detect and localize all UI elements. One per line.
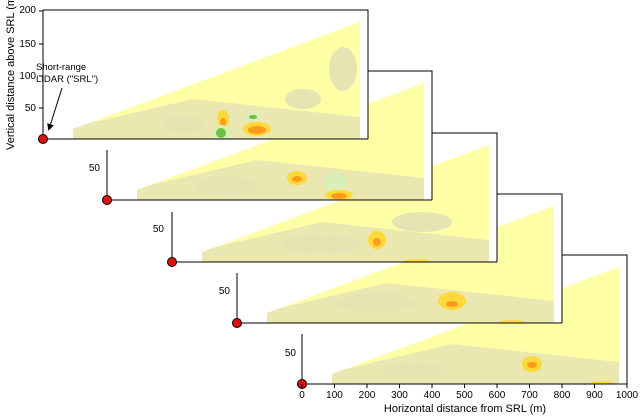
y-tick-100: 100 xyxy=(19,71,36,82)
panel-frame xyxy=(43,9,369,139)
echo-blob xyxy=(403,259,431,262)
x-tick-label: 600 xyxy=(489,390,506,401)
echo-blob xyxy=(392,212,452,232)
x-tick-label: 900 xyxy=(586,390,603,401)
echo-blob xyxy=(323,173,347,191)
annotation-line-1: Short-range xyxy=(36,62,86,73)
x-tick-label: 100 xyxy=(326,390,343,401)
panel2-y-tick-50: 50 xyxy=(89,163,101,174)
echo-blob xyxy=(329,47,357,91)
y-tick-150: 150 xyxy=(19,39,36,50)
annotation-line-2: LIDAR ("SRL") xyxy=(36,74,98,85)
x-axis-label: Horizontal distance from SRL (m) xyxy=(384,403,546,415)
lidar-marker xyxy=(38,134,48,144)
top-panel-y-axis: 200 150 100 50 xyxy=(19,5,36,114)
echo-blob xyxy=(216,128,226,138)
x-tick-label: 400 xyxy=(424,390,441,401)
echo-blob xyxy=(163,116,203,134)
x-tick-label: 200 xyxy=(359,390,376,401)
scan-echo-field xyxy=(202,212,489,262)
panel4-y-tick-50: 50 xyxy=(219,286,231,297)
scan-echo-field xyxy=(332,344,619,384)
scan-echo-field xyxy=(73,47,360,139)
echo-blob xyxy=(382,362,442,378)
echo-blob xyxy=(590,381,614,384)
echo-blob xyxy=(498,320,526,323)
scan-panel-1 xyxy=(38,9,369,144)
echo-blob xyxy=(220,118,226,126)
scan-echo-field xyxy=(267,283,554,323)
echo-blob xyxy=(292,176,302,182)
echo-blob xyxy=(337,293,417,313)
lidar-marker xyxy=(167,257,177,267)
panel3-y-tick-50: 50 xyxy=(153,224,165,235)
panel5-y-tick-50: 50 xyxy=(285,348,297,359)
echo-blob xyxy=(331,193,347,199)
echo-blob xyxy=(373,238,381,246)
y-axis-label: Vertical distance above SRL (m) xyxy=(5,0,17,150)
y-tick-200: 200 xyxy=(19,5,36,16)
echo-blob xyxy=(285,89,321,109)
x-tick-label: 300 xyxy=(391,390,408,401)
x-tick-label: 800 xyxy=(554,390,571,401)
echo-blob xyxy=(249,115,257,119)
lidar-marker xyxy=(232,318,242,328)
echo-blob xyxy=(527,362,537,368)
echo-blob xyxy=(197,176,257,196)
bottom-x-axis: 0 100 200 300 400 500 600 700 800 900 1000 xyxy=(299,384,639,401)
annotation-arrow xyxy=(47,87,63,131)
x-tick-label: 700 xyxy=(521,390,538,401)
low-return-band xyxy=(73,99,360,139)
lidar-marker xyxy=(102,195,112,205)
scan-echo-field xyxy=(137,160,424,200)
echo-blob xyxy=(282,234,362,254)
x-tick-label: 0 xyxy=(299,390,305,401)
echo-blob xyxy=(248,126,266,134)
scan-panels xyxy=(38,9,628,389)
y-tick-50: 50 xyxy=(25,103,37,114)
echo-blob xyxy=(446,301,458,307)
x-tick-label: 500 xyxy=(456,390,473,401)
srl-annotation: Short-range LIDAR ("SRL") xyxy=(36,62,98,131)
x-tick-label: 1000 xyxy=(616,390,639,401)
